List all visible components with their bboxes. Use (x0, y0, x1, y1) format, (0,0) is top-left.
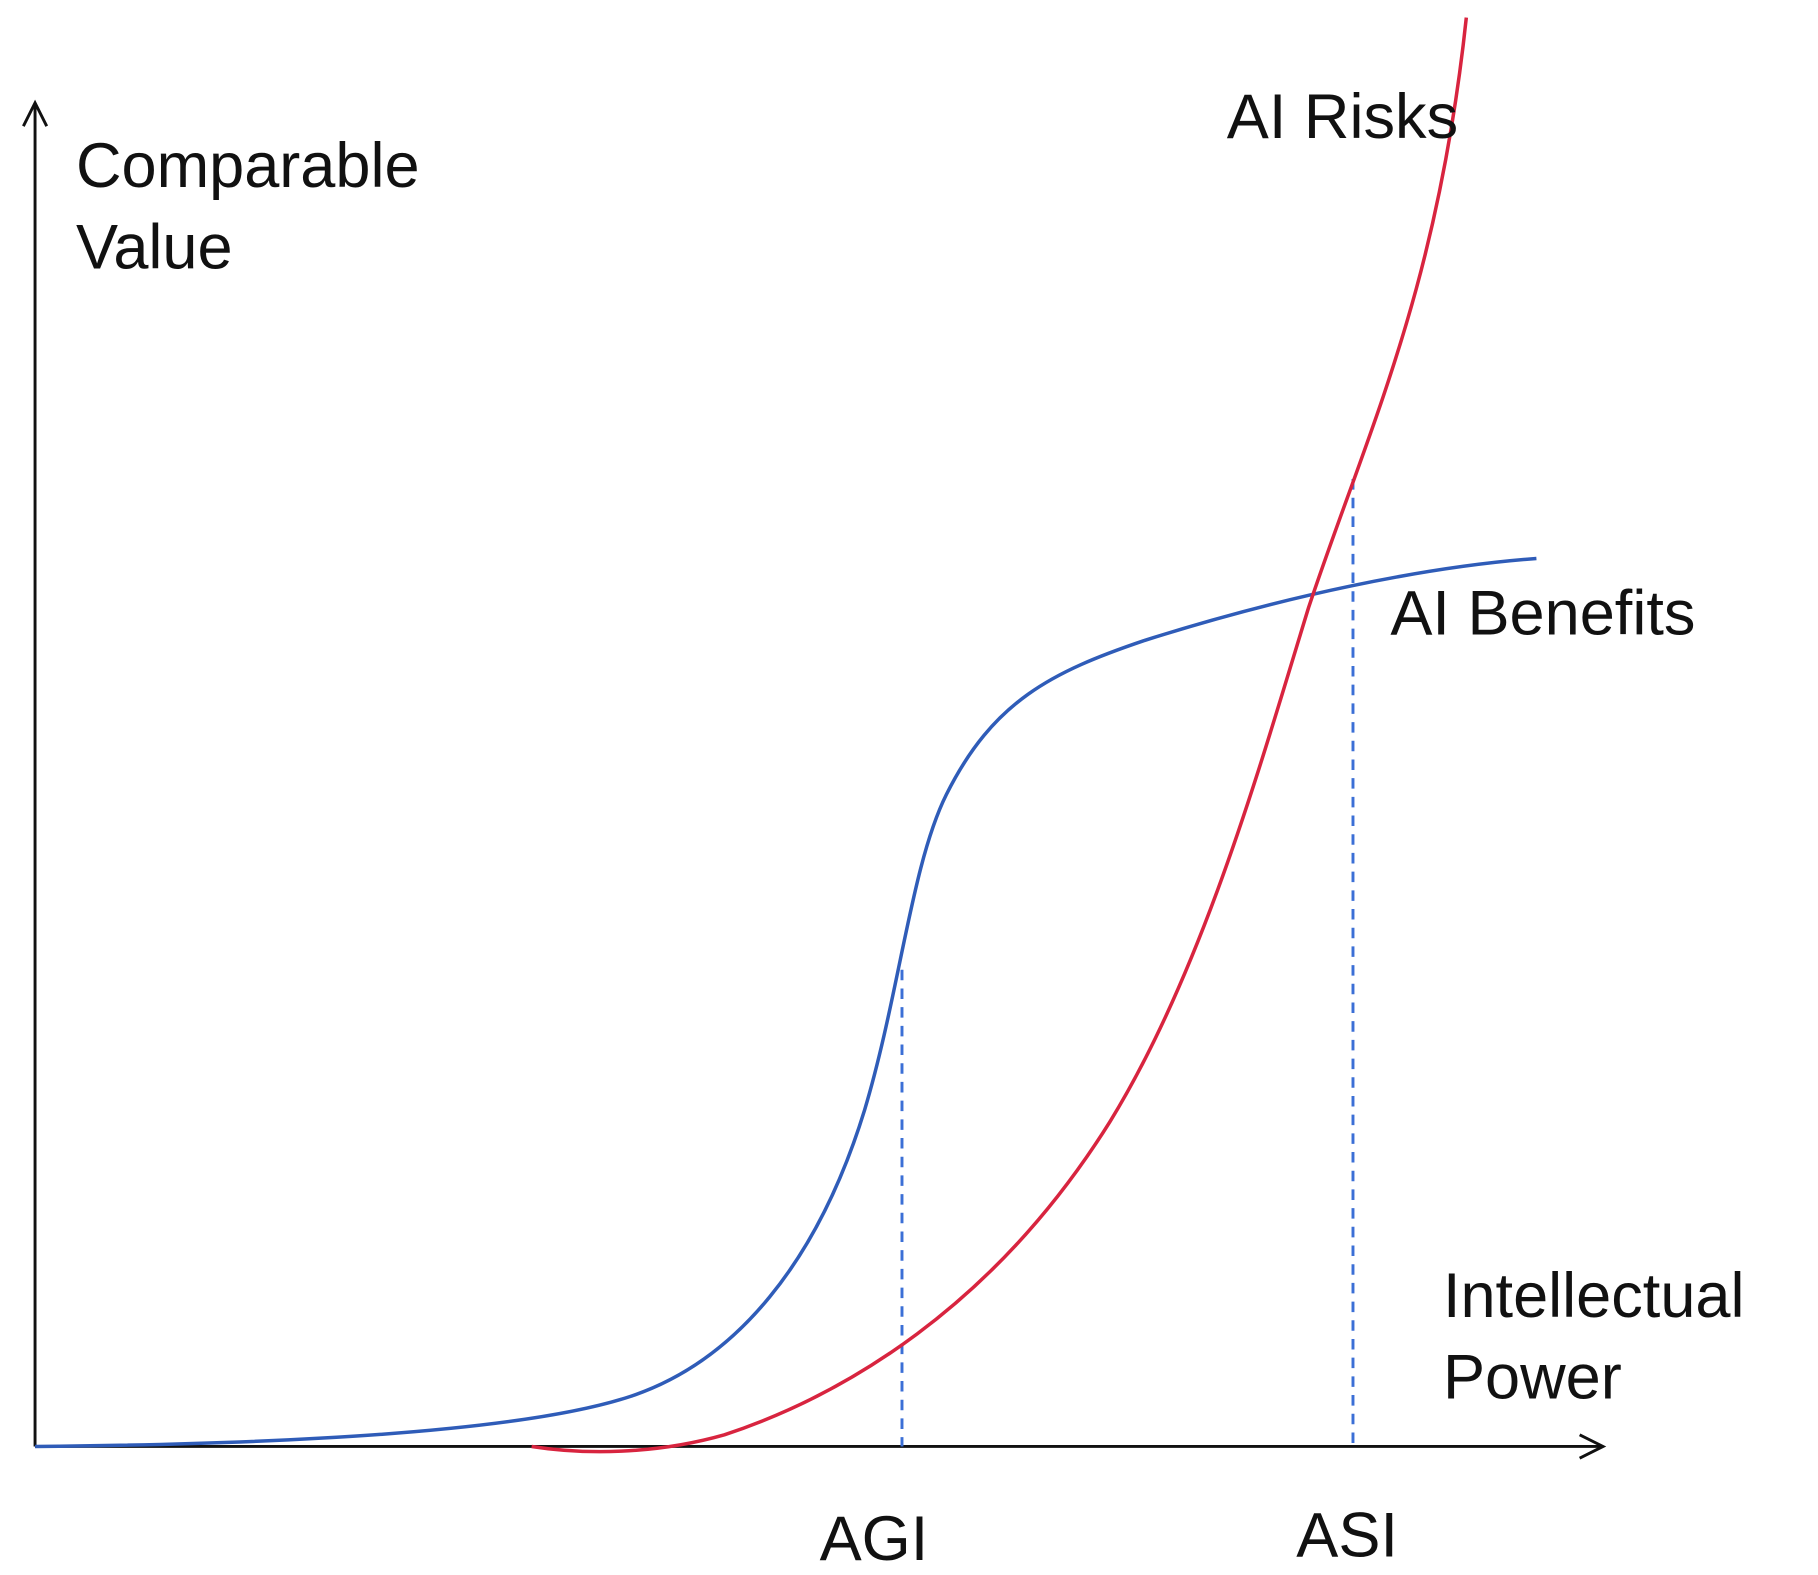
risks-label: AI Risks (1227, 82, 1458, 152)
x-axis-label: Intellectual (1443, 1261, 1745, 1331)
agi-label: AGI (820, 1504, 929, 1574)
benefits-label: AI Benefits (1390, 578, 1695, 648)
risks-curve (531, 17, 1469, 1454)
asi-label: ASI (1296, 1500, 1398, 1570)
y-axis-label: Value (76, 213, 233, 283)
benefits-curve (35, 556, 1537, 1449)
x-axis-label: Power (1443, 1343, 1622, 1413)
y-axis-label: Comparable (76, 131, 420, 201)
